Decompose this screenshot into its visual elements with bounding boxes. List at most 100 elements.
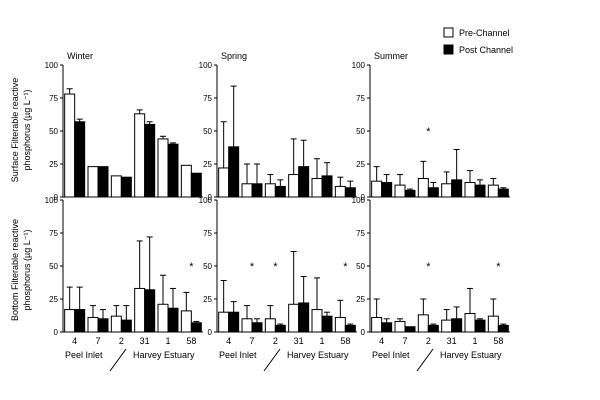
y-tick-label: 100 [352,196,366,205]
y-tick-label: 50 [49,262,58,271]
x-tick-label: 31 [294,336,304,346]
bar-pre-channel [264,183,276,198]
bar-pre-channel [441,183,453,198]
bar-pre-channel [394,184,406,198]
bar-pre-channel [110,175,122,198]
y-tick-label: 75 [356,229,365,238]
group-divider-slash [263,348,281,372]
x-group-label-harvey: Harvey Estuary [287,350,349,360]
y-tick-label: 75 [356,94,365,103]
x-tick-label: 2 [119,336,124,346]
y-tick-label: 0 [208,193,213,202]
bar-post-channel [167,143,179,198]
panel-bottom-2: 0 25 50 75 100 4 * 7 * 2 31 1 * 58 Peel Inlet Harvey Es… [199,196,357,372]
bar-post-channel [404,326,416,333]
panel-surface-3: 0 25 50 75 100 Summer * [352,51,510,202]
y-tick-label: 75 [49,229,58,238]
y-tick-label: 100 [45,61,59,70]
bar-post-channel [251,183,263,198]
bar-pre-channel [64,93,76,198]
y-tick-label: 100 [199,61,213,70]
bar-pre-channel [157,303,169,333]
bar-post-channel [251,322,263,333]
x-tick-label: 1 [472,336,477,346]
y-tick-label: 0 [208,328,213,337]
significance-asterisk: * [426,126,431,138]
y-tick-label: 50 [203,127,212,136]
group-divider-slash [416,348,434,372]
y-tick-label: 25 [49,160,58,169]
bar-pre-channel [264,318,276,333]
y-tick-label: 25 [356,160,365,169]
x-tick-label: 58 [186,336,196,346]
x-tick-label: 2 [426,336,431,346]
bar-post-channel [344,324,356,333]
bar-pre-channel [334,316,346,333]
bar-pre-channel [464,313,476,333]
legend-swatch-post [443,44,454,55]
y-tick-label: 100 [199,196,213,205]
y-tick-label: 0 [361,193,366,202]
significance-asterisk: * [343,261,348,273]
y-tick-label: 25 [356,295,365,304]
bar-pre-channel [311,178,323,198]
bar-post-channel [381,181,393,198]
x-tick-label: 58 [340,336,350,346]
y-tick-label: 50 [49,127,58,136]
group-divider-slash [109,348,127,372]
bar-post-channel [427,187,439,198]
bar-post-channel [74,121,86,198]
y-tick-label: 25 [203,295,212,304]
panels: 0255075100Winter0255075100Spring02550751… [45,51,510,372]
panel-surface-2: 0 25 50 75 100 Spring [199,51,357,202]
panel-bottom-1: 0 25 50 75 100 4 7 2 31 1 * 58 Peel Inlet Harvey Estu… [45,196,203,372]
panel-bottom-3: 0 25 50 75 100 4 7 * 2 31 1 * 58 Peel Inlet Harvey Est… [352,196,510,372]
y-tick-label: 50 [356,262,365,271]
y-label-bottom-line1: Bottom Filterable reactive [10,219,20,321]
x-tick-label: 1 [165,336,170,346]
x-group-label-harvey: Harvey Estuary [440,350,502,360]
y-tick-label: 100 [352,61,366,70]
significance-asterisk: * [250,261,255,273]
y-label-surface-line1: Surface Filterable reactive [10,78,20,183]
y-tick-label: 0 [54,328,59,337]
bar-pre-channel [487,315,499,333]
bar-pre-channel [218,167,230,198]
x-tick-label: 4 [226,336,231,346]
panel-title: Winter [67,51,93,61]
y-tick-label: 75 [203,229,212,238]
x-tick-label: 58 [493,336,503,346]
bar-post-channel [451,179,463,198]
bar-post-channel [298,166,310,198]
bar-post-channel [404,189,416,198]
y-label-bottom-line2: phosphorus (µg L⁻¹) [22,230,32,311]
bar-post-channel [497,324,509,333]
bar-post-channel [144,289,156,333]
bar-post-channel [381,322,393,333]
bar-post-channel [74,309,86,333]
bar-post-channel [120,319,132,333]
bar-post-channel [190,172,202,198]
bar-pre-channel [334,185,346,198]
y-tick-label: 25 [203,160,212,169]
bar-post-channel [190,322,202,333]
bar-pre-channel [288,303,300,333]
x-tick-label: 7 [95,336,100,346]
x-tick-label: 31 [447,336,457,346]
bar-post-channel [427,324,439,333]
bar-pre-channel [417,178,429,198]
x-tick-label: 2 [273,336,278,346]
significance-asterisk: * [496,261,501,273]
panel-title: Summer [374,51,408,61]
bar-pre-channel [110,315,122,333]
bar-post-channel [474,184,486,198]
bar-pre-channel [288,174,300,198]
y-tick-label: 50 [356,127,365,136]
bar-post-channel [120,176,132,198]
y-tick-label: 100 [45,196,59,205]
significance-asterisk: * [426,261,431,273]
legend-label-post: Post Channel [459,45,513,55]
bar-pre-channel [394,320,406,333]
bar-pre-channel [417,314,429,333]
y-tick-label: 50 [203,262,212,271]
